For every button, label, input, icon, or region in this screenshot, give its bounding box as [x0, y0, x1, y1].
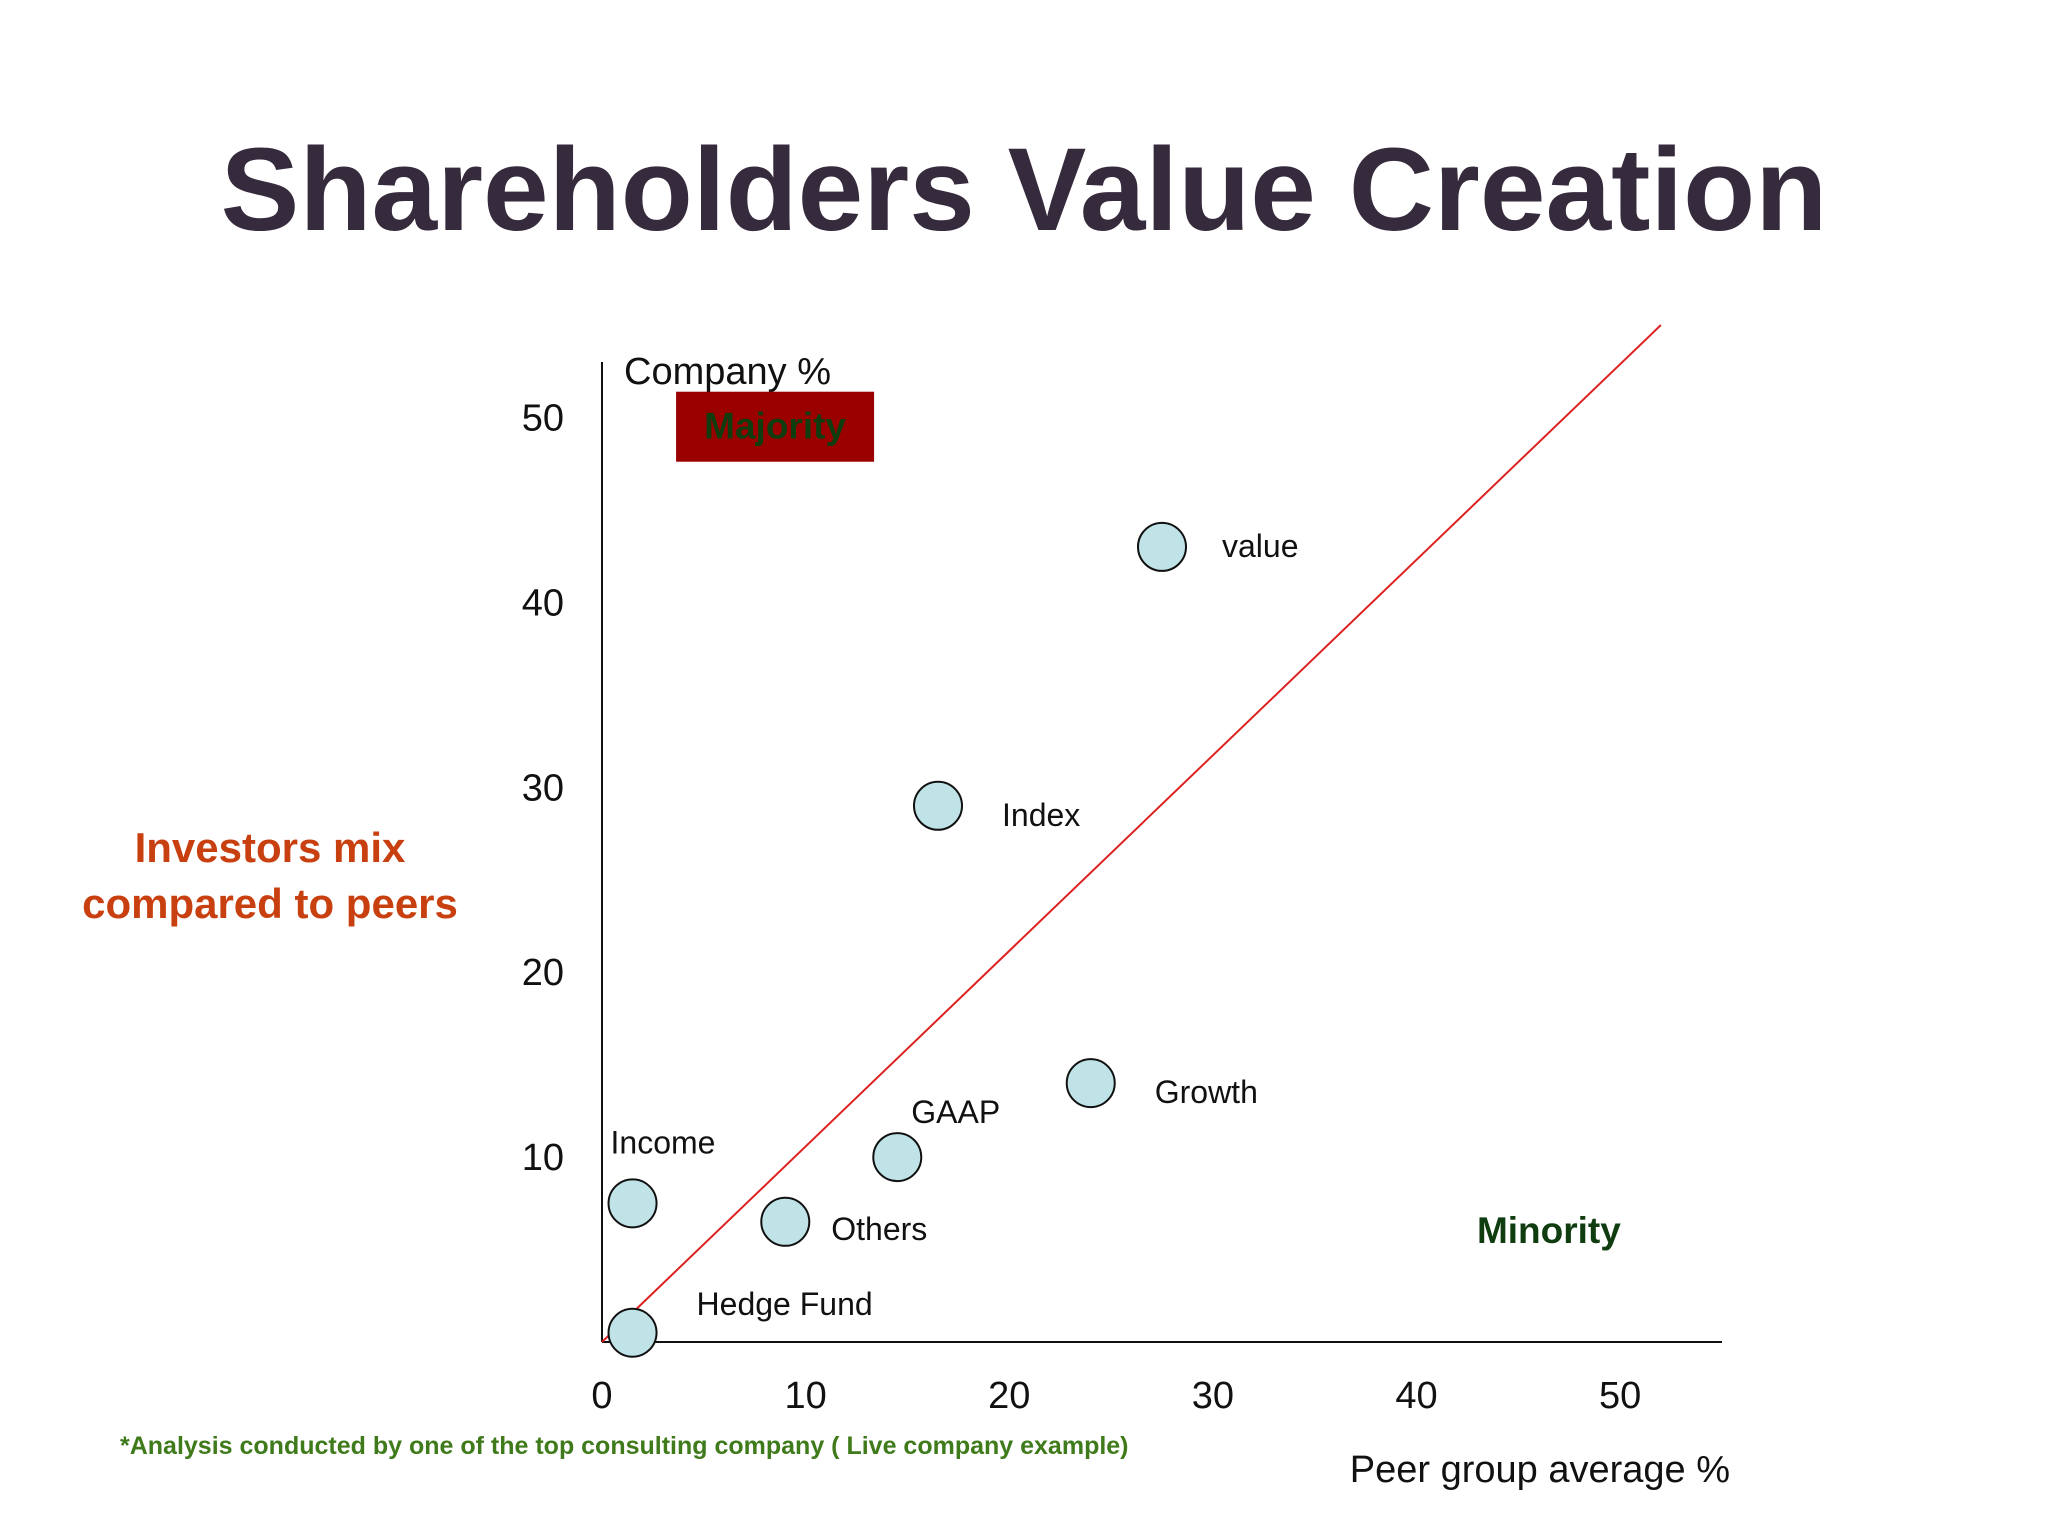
point-income [607, 1178, 658, 1229]
annotations: Majority Minority [676, 391, 1621, 1251]
point-label-growth: Growth [1155, 1074, 1258, 1110]
y-tick-label: 50 [522, 397, 564, 439]
reference-line [601, 324, 1662, 1343]
majority-box [676, 391, 875, 462]
point-hedge-fund [607, 1307, 658, 1358]
majority-label: Majority [704, 406, 846, 447]
point-others [760, 1196, 811, 1247]
point-label-others: Others [831, 1211, 927, 1247]
point-value [1137, 521, 1187, 572]
point-label-index: Index [1002, 797, 1080, 833]
reference-line-group [601, 324, 1662, 1343]
x-tick-label: 30 [1192, 1375, 1234, 1417]
x-tick-label: 50 [1599, 1375, 1641, 1417]
x-tick-label: 20 [988, 1375, 1030, 1417]
y-tick-label: 20 [522, 952, 564, 994]
axes: 0 10 20 30 40 50 10 20 30 40 50 Company % Peer group… [522, 351, 1730, 1491]
x-tick-label: 0 [591, 1375, 612, 1417]
minority-label: Minority [1477, 1210, 1621, 1251]
x-axis-title: Peer group average % [1350, 1449, 1730, 1491]
y-axis-title: Company % [624, 351, 831, 393]
point-label-value: value [1222, 528, 1299, 564]
investors-mix-label-line-1: Investors mix [134, 824, 406, 871]
point-label-hedge-fund: Hedge Fund [697, 1286, 873, 1322]
y-tick-label: 10 [522, 1137, 564, 1179]
y-tick-label: 30 [522, 767, 564, 809]
investors-mix-label-line-2: compared to peers [82, 880, 458, 927]
point-label-gaap: GAAP [911, 1094, 1000, 1130]
x-tick-label: 10 [784, 1375, 826, 1417]
x-tick-label: 40 [1395, 1375, 1437, 1417]
point-index [913, 780, 963, 831]
data-points: value Index Growth GAAP Income Others Hedge Fu… [607, 521, 1299, 1358]
investors-mix-label: Investors mix compared to peers [40, 820, 500, 932]
point-growth [1065, 1058, 1116, 1109]
y-tick-label: 40 [522, 582, 564, 624]
footnote: *Analysis conducted by one of the top co… [120, 1432, 1129, 1460]
slide-title: Shareholders Value Creation [220, 124, 1828, 256]
point-label-income: Income [611, 1124, 716, 1160]
point-gaap [872, 1132, 923, 1183]
